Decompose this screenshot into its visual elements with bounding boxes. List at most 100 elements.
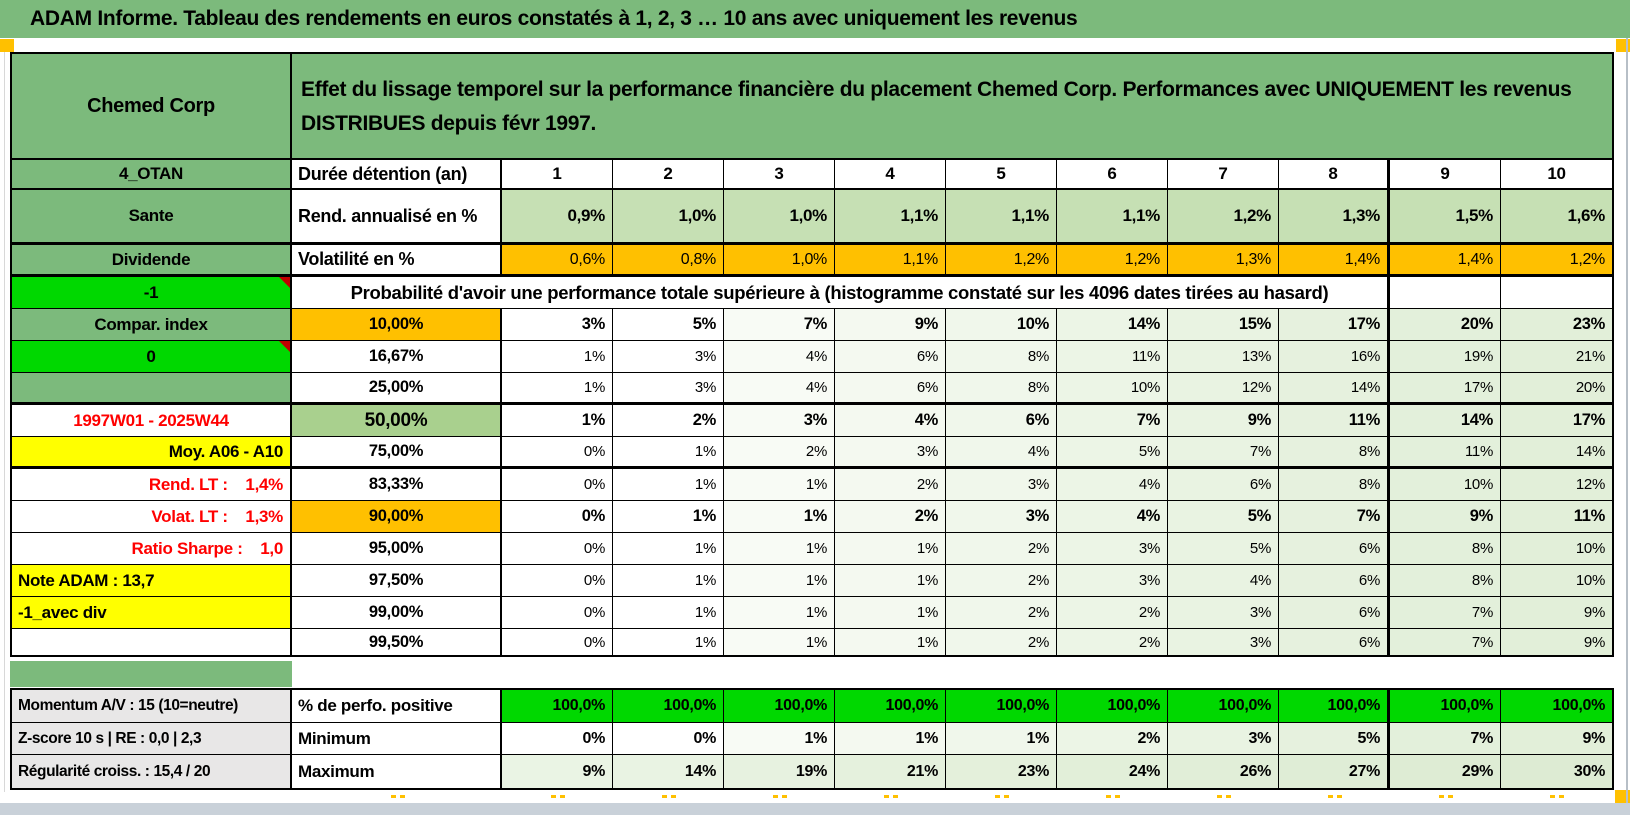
data-cell[interactable]: 0% — [502, 501, 613, 533]
data-cell[interactable]: 3% — [1168, 723, 1279, 755]
row-label-cell[interactable]: Compar. index — [12, 309, 292, 341]
data-cell[interactable]: 1% — [946, 723, 1057, 755]
data-cell[interactable]: 30% — [1501, 755, 1612, 788]
column-header-cell[interactable]: 7 — [1168, 160, 1279, 190]
data-cell[interactable]: 7% — [1057, 405, 1168, 437]
data-cell[interactable]: 9% — [1390, 501, 1501, 533]
data-cell[interactable]: 2% — [835, 501, 946, 533]
row-label-cell[interactable]: Volat. LT : 1,3% — [12, 501, 292, 533]
row-label-cell[interactable]: Dividende — [12, 245, 292, 277]
data-cell[interactable]: 1% — [724, 469, 835, 501]
data-cell[interactable]: 6% — [835, 341, 946, 373]
data-cell[interactable]: 1,3% — [1168, 245, 1279, 277]
data-cell[interactable]: 9% — [1501, 597, 1612, 629]
data-cell[interactable]: 6% — [835, 373, 946, 405]
data-cell[interactable]: 6% — [1168, 469, 1279, 501]
data-cell[interactable]: 9% — [1501, 629, 1612, 655]
data-cell[interactable]: 7% — [1168, 437, 1279, 469]
data-cell[interactable]: 7% — [1279, 501, 1390, 533]
data-cell[interactable]: 100,0% — [502, 690, 613, 723]
data-cell[interactable]: 1% — [613, 437, 724, 469]
row-label-cell[interactable]: Rend. LT : 1,4% — [12, 469, 292, 501]
data-cell[interactable]: 1,2% — [1168, 190, 1279, 245]
data-cell[interactable]: 11% — [1279, 405, 1390, 437]
data-cell[interactable]: 1% — [613, 469, 724, 501]
data-cell[interactable]: 10% — [1057, 373, 1168, 405]
column-header-cell[interactable]: 5 — [946, 160, 1057, 190]
data-cell[interactable]: 3% — [946, 501, 1057, 533]
threshold-cell[interactable]: 83,33% — [292, 469, 502, 501]
data-cell[interactable]: 4% — [1057, 501, 1168, 533]
data-cell[interactable]: 24% — [1057, 755, 1168, 788]
data-cell[interactable]: 3% — [1168, 597, 1279, 629]
data-cell[interactable]: 14% — [1057, 309, 1168, 341]
data-cell[interactable]: 2% — [946, 565, 1057, 597]
data-cell[interactable]: 1% — [835, 629, 946, 655]
data-cell[interactable]: 1,2% — [946, 245, 1057, 277]
data-cell[interactable]: 1% — [724, 723, 835, 755]
data-cell[interactable]: 20% — [1501, 373, 1612, 405]
data-cell[interactable]: 3% — [724, 405, 835, 437]
threshold-cell[interactable]: 16,67% — [292, 341, 502, 373]
data-cell[interactable]: 100,0% — [835, 690, 946, 723]
data-cell[interactable]: 1,6% — [1501, 190, 1612, 245]
data-cell[interactable]: 0% — [613, 723, 724, 755]
row-label-cell[interactable]: Volatilité en % — [292, 245, 502, 277]
row-label-cell[interactable]: Moy. A06 - A10 — [12, 437, 292, 469]
data-cell[interactable]: 4% — [946, 437, 1057, 469]
data-cell[interactable]: 11% — [1390, 437, 1501, 469]
data-cell[interactable]: 1,0% — [724, 190, 835, 245]
data-cell[interactable]: 0% — [502, 565, 613, 597]
column-header-cell[interactable]: 2 — [613, 160, 724, 190]
threshold-cell[interactable]: 95,00% — [292, 533, 502, 565]
data-cell[interactable]: 3% — [835, 437, 946, 469]
data-cell[interactable]: 100,0% — [1390, 690, 1501, 723]
data-cell[interactable]: 0% — [502, 437, 613, 469]
data-cell[interactable]: 7% — [1390, 723, 1501, 755]
data-cell[interactable]: 4% — [1057, 469, 1168, 501]
data-cell[interactable]: 1% — [724, 629, 835, 655]
data-cell[interactable]: 3% — [613, 341, 724, 373]
row-label-cell[interactable]: % de perfo. positive — [292, 690, 502, 723]
data-cell[interactable]: 0,9% — [502, 190, 613, 245]
metric-label-cell[interactable]: Z-score 10 s | RE : 0,0 | 2,3 — [12, 723, 292, 755]
data-cell[interactable]: 4% — [724, 373, 835, 405]
data-cell[interactable]: 10% — [1501, 533, 1612, 565]
data-cell[interactable]: 10% — [1390, 469, 1501, 501]
row-label-cell[interactable]: Ratio Sharpe : 1,0 — [12, 533, 292, 565]
data-cell[interactable]: 1,0% — [613, 190, 724, 245]
data-cell[interactable]: 20% — [1390, 309, 1501, 341]
data-cell[interactable]: 1% — [724, 533, 835, 565]
data-cell[interactable]: 1% — [835, 565, 946, 597]
data-cell[interactable]: 27% — [1279, 755, 1390, 788]
threshold-cell[interactable]: 99,50% — [292, 629, 502, 655]
data-cell[interactable]: 100,0% — [946, 690, 1057, 723]
row-label-cell[interactable]: Durée détention (an) — [292, 160, 502, 190]
data-cell[interactable]: 100,0% — [1501, 690, 1612, 723]
column-header-cell[interactable]: 1 — [502, 160, 613, 190]
data-cell[interactable]: 8% — [1390, 565, 1501, 597]
row-label-cell[interactable]: Rend. annualisé en % — [292, 190, 502, 245]
data-cell[interactable]: 0% — [502, 723, 613, 755]
data-cell[interactable]: 17% — [1279, 309, 1390, 341]
data-cell[interactable]: 12% — [1168, 373, 1279, 405]
data-cell[interactable]: 1,5% — [1390, 190, 1501, 245]
data-cell[interactable]: 8% — [1279, 437, 1390, 469]
data-cell[interactable]: 6% — [1279, 629, 1390, 655]
data-cell[interactable]: 1% — [502, 341, 613, 373]
data-cell[interactable]: 19% — [1390, 341, 1501, 373]
company-cell[interactable]: Chemed Corp — [12, 54, 292, 160]
data-cell[interactable]: 0% — [502, 597, 613, 629]
data-cell[interactable]: 2% — [835, 469, 946, 501]
table-cell[interactable] — [1390, 277, 1501, 309]
data-cell[interactable]: 9% — [1501, 723, 1612, 755]
data-cell[interactable]: 11% — [1057, 341, 1168, 373]
data-cell[interactable]: 6% — [1279, 597, 1390, 629]
data-cell[interactable]: 17% — [1390, 373, 1501, 405]
data-cell[interactable]: 8% — [946, 341, 1057, 373]
data-cell[interactable]: 1% — [502, 373, 613, 405]
data-cell[interactable]: 7% — [724, 309, 835, 341]
data-cell[interactable]: 5% — [1168, 501, 1279, 533]
data-cell[interactable]: 1% — [835, 533, 946, 565]
data-cell[interactable]: 3% — [1057, 533, 1168, 565]
